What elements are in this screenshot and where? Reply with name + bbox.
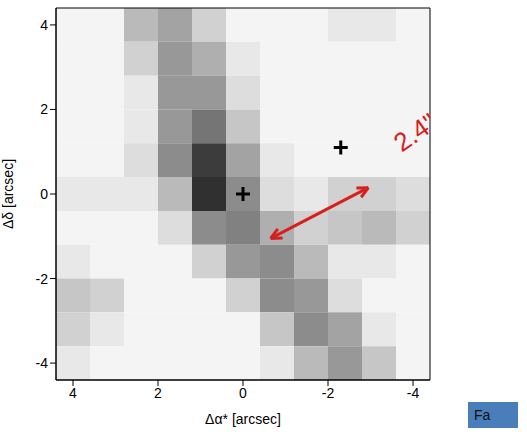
html-text:Fa: Fa [474,407,491,423]
svg-text:2: 2 [40,101,48,117]
svg-text:4: 4 [69,385,77,401]
svg-text:Δα* [arcsec]: Δα* [arcsec] [205,411,281,427]
svg-text:2.4": 2.4" [388,107,442,158]
svg-text:Δδ [arcsec]: Δδ [arcsec] [0,159,16,229]
svg-text:0: 0 [239,385,247,401]
svg-text:2: 2 [154,385,162,401]
svg-text:-4: -4 [36,355,49,371]
svg-text:-2: -2 [322,385,335,401]
svg-text:0: 0 [40,186,48,202]
svg-text:4: 4 [40,17,48,33]
svg-text:-4: -4 [407,385,420,401]
svg-text:-2: -2 [36,271,49,287]
